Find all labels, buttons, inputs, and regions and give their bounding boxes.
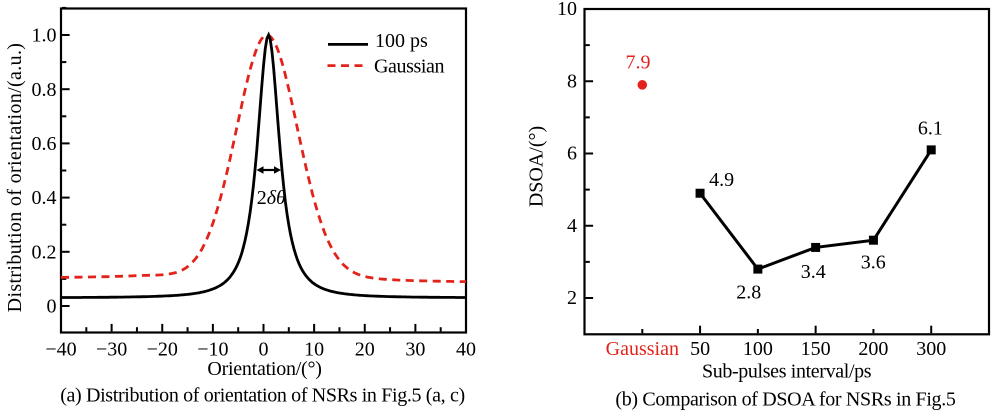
- svg-text:3.6: 3.6: [861, 252, 886, 274]
- svg-text:10: 10: [557, 0, 577, 20]
- svg-text:0.4: 0.4: [32, 187, 57, 209]
- svg-text:4.9: 4.9: [709, 169, 734, 191]
- svg-text:200: 200: [858, 338, 888, 360]
- svg-text:2: 2: [567, 287, 577, 309]
- svg-text:0.8: 0.8: [32, 79, 57, 101]
- svg-text:150: 150: [801, 338, 831, 360]
- svg-text:4: 4: [567, 215, 577, 237]
- svg-text:50: 50: [690, 338, 710, 360]
- svg-text:2δθ: 2δθ: [257, 187, 286, 209]
- svg-text:0.6: 0.6: [32, 133, 57, 155]
- svg-text:Distribution of orientation/(a: Distribution of orientation/(a.u.): [4, 43, 26, 313]
- svg-text:(a) Distribution of orientatio: (a) Distribution of orientation of NSRs …: [60, 384, 465, 406]
- svg-text:DSOA/(°): DSOA/(°): [526, 126, 548, 207]
- svg-text:Orientation/(°): Orientation/(°): [207, 358, 321, 380]
- svg-text:10: 10: [304, 338, 324, 360]
- svg-text:Gaussian: Gaussian: [374, 56, 445, 78]
- svg-text:1.0: 1.0: [32, 25, 57, 47]
- svg-text:0: 0: [259, 338, 269, 360]
- svg-text:6.1: 6.1: [918, 118, 943, 140]
- svg-text:6: 6: [567, 143, 577, 165]
- svg-text:300: 300: [916, 338, 946, 360]
- svg-text:8: 8: [567, 70, 577, 92]
- svg-text:100 ps: 100 ps: [375, 30, 428, 52]
- svg-text:30: 30: [405, 338, 425, 360]
- svg-text:40: 40: [456, 338, 476, 360]
- svg-text:0: 0: [47, 296, 57, 318]
- svg-text:Sub-pulses interval/ps: Sub-pulses interval/ps: [702, 361, 872, 383]
- svg-text:2.8: 2.8: [736, 282, 761, 304]
- svg-text:(b) Comparison of DSOA for NSR: (b) Comparison of DSOA for NSRs in Fig.5: [615, 388, 955, 410]
- svg-text:100: 100: [743, 338, 773, 360]
- svg-text:20: 20: [355, 338, 375, 360]
- svg-text:3.4: 3.4: [801, 261, 826, 283]
- svg-text:0.2: 0.2: [32, 241, 57, 263]
- svg-text:−20: −20: [147, 338, 178, 360]
- svg-text:−40: −40: [45, 338, 76, 360]
- svg-text:−10: −10: [197, 338, 228, 360]
- svg-text:Gaussian: Gaussian: [606, 338, 679, 360]
- svg-text:7.9: 7.9: [626, 52, 651, 74]
- svg-text:−30: −30: [96, 338, 127, 360]
